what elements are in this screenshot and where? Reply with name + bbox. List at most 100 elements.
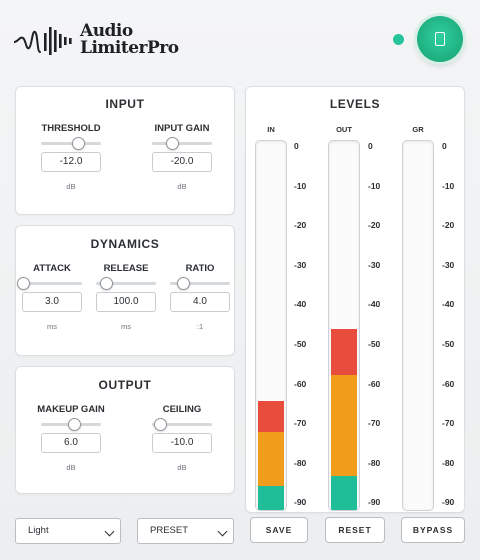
release-value[interactable]: 100.0 [96,292,156,312]
meter-gr [402,140,434,511]
app-logo: Audio LimiterPro [14,22,179,58]
levels-panel: LEVELS IN OUT GR 0 -10 -20 -30 -40 -50 -60 -70 -… [245,86,465,513]
makeup-gain-unit: dB [66,463,76,472]
scale-tick: -50 [294,339,307,349]
ceiling-label: CEILING [162,404,202,415]
meter-label-out: OUT [336,125,352,134]
scale-out: 0 -10 -20 -30 -40 -50 -60 -70 -80 -90 [368,140,396,511]
meter-in-fill [258,141,284,510]
makeup-gain-label: MAKEUP GAIN [37,404,105,415]
theme-select[interactable]: Light [15,518,121,544]
input-gain-value[interactable]: -20.0 [152,152,212,172]
scale-tick: -10 [368,180,381,191]
status-indicator [393,34,404,45]
ratio-label: RATIO [185,263,215,274]
app-title-line1: Audio [80,21,133,41]
dynamics-panel: DYNAMICS ATTACK 3.0 ms RELEASE 100.0 ms … [15,225,235,356]
scale-tick: -80 [294,457,307,468]
scale-tick: -50 [442,339,455,349]
scale-tick: -50 [368,339,381,349]
makeup-gain-slider-thumb[interactable] [68,418,81,431]
meter-segment-orange [331,375,357,476]
scale-tick: -30 [294,259,307,270]
meter-out [328,140,360,511]
app-title-line2: LimiterPro [80,38,179,58]
scale-tick: -20 [442,220,455,231]
ceiling-slider-thumb[interactable] [154,418,168,431]
input-panel: INPUT THRESHOLD -12.0 dB INPUT GAIN -20.… [15,86,235,215]
power-icon [435,32,445,46]
attack-label: ATTACK [33,263,71,274]
meter-segment-green [258,485,284,510]
attack-value[interactable]: 3.0 [22,292,82,312]
ratio-unit: :1 [196,322,204,331]
threshold-label: THRESHOLD [41,123,101,134]
meter-segment-red [331,329,357,376]
header: Audio LimiterPro [0,0,480,80]
scale-tick: -60 [442,378,455,389]
output-panel: OUTPUT MAKEUP GAIN 6.0 dB CEILING -10.0 … [15,366,235,494]
attack-slider[interactable] [17,277,82,290]
scale-tick: -90 [294,497,307,508]
scale-tick: -30 [442,259,455,270]
meter-segment-green [331,475,357,510]
meter-segment-red [258,401,284,432]
input-gain-label: INPUT GAIN [154,123,210,134]
scale-tick: 0 [368,141,373,151]
dynamics-title: DYNAMICS [90,237,160,251]
scale-tick: -60 [294,378,307,389]
release-slider[interactable] [96,277,156,290]
scale-tick: -40 [442,299,455,310]
meter-label-in: IN [267,125,275,134]
ceiling-unit: dB [177,463,187,472]
attack-unit: ms [47,322,57,331]
meter-gr-fill [405,141,431,508]
ratio-value[interactable]: 4.0 [170,292,230,312]
meter-out-fill [331,141,357,510]
input-title: INPUT [105,97,145,111]
power-button[interactable] [417,16,463,62]
save-button[interactable]: SAVE [250,517,308,543]
input-gain-slider-thumb[interactable] [165,137,179,150]
preset-select[interactable]: PRESET [137,518,234,544]
scale-tick: -10 [442,180,455,191]
ceiling-value[interactable]: -10.0 [152,433,212,453]
meter-label-gr: GR [412,125,424,134]
ratio-slider-thumb[interactable] [177,277,191,290]
makeup-gain-value[interactable]: 6.0 [41,433,101,453]
chevron-down-icon [217,526,228,537]
scale-tick: -60 [368,378,381,389]
waveform-icon [14,27,72,55]
scale-tick: -70 [442,418,455,429]
threshold-value[interactable]: -12.0 [41,152,101,172]
output-title: OUTPUT [98,378,152,392]
attack-slider-thumb[interactable] [17,277,31,290]
input-gain-unit: dB [177,182,187,191]
release-label: RELEASE [103,263,149,274]
scale-tick: -20 [368,220,381,231]
scale-tick: -40 [368,299,381,310]
scale-tick: -90 [368,497,381,508]
scale-tick: -80 [368,457,381,468]
threshold-slider-thumb[interactable] [72,137,86,150]
levels-title: LEVELS [329,97,381,111]
release-unit: ms [121,322,131,331]
ratio-slider[interactable] [170,277,230,290]
scale-tick: 0 [294,141,299,151]
reset-button[interactable]: RESET [325,517,385,543]
preset-select-value: PRESET [150,525,189,536]
meter-segment-orange [258,431,284,486]
bypass-button[interactable]: BYPASS [401,517,465,543]
ceiling-slider[interactable] [152,418,212,431]
app-title: Audio LimiterPro [80,23,179,57]
makeup-gain-slider[interactable] [41,418,101,431]
threshold-slider[interactable] [41,137,101,150]
release-slider-thumb[interactable] [99,277,113,290]
scale-tick: -20 [294,220,307,231]
scale-tick: -40 [294,299,307,310]
theme-select-value: Light [28,525,49,536]
input-gain-slider[interactable] [152,137,212,150]
scale-tick: -80 [442,457,455,468]
chevron-down-icon [104,526,115,537]
scale-tick: -70 [368,418,381,429]
